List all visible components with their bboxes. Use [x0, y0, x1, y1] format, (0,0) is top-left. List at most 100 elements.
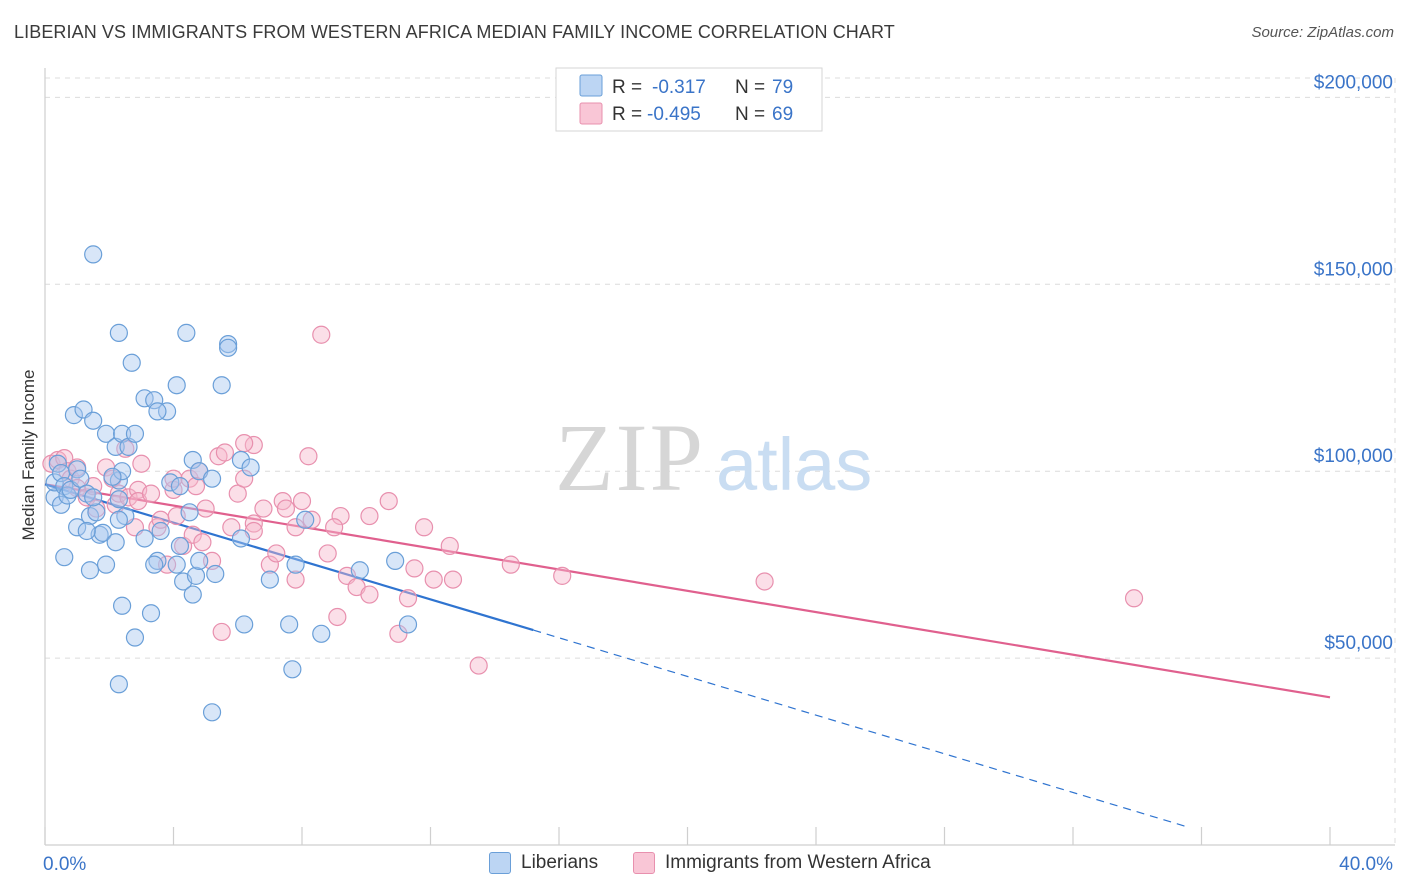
- data-point-liberians: [202, 469, 222, 488]
- data-point-liberians: [206, 564, 225, 584]
- data-point-liberians: [51, 495, 71, 514]
- data-point-immigrants: [1124, 589, 1144, 608]
- y-tick-label: $100,000: [1314, 446, 1393, 467]
- data-point-liberians: [286, 555, 305, 574]
- data-point-liberians: [87, 503, 106, 522]
- data-point-immigrants: [325, 518, 344, 537]
- legend-label-liberians: Liberians: [521, 852, 599, 873]
- data-point-immigrants: [244, 514, 263, 533]
- data-point-immigrants: [212, 622, 231, 642]
- data-point-liberians: [103, 467, 122, 486]
- data-point-liberians: [167, 376, 186, 395]
- x-tick-label: 40.0%: [1339, 854, 1393, 875]
- data-point-liberians: [125, 628, 145, 647]
- data-point-liberians: [190, 551, 209, 571]
- data-point-liberians: [386, 551, 405, 571]
- legend-n-label-1: N =: [735, 77, 765, 98]
- legend-item-liberians[interactable]: Liberians: [489, 852, 598, 874]
- data-point-immigrants: [299, 447, 318, 466]
- legend-n-value-1: 79: [772, 77, 793, 98]
- data-point-liberians: [186, 566, 206, 585]
- legend-n-value-2: 69: [772, 104, 793, 125]
- data-point-liberians: [106, 533, 125, 552]
- legend-r-value-2: -0.495: [647, 104, 701, 125]
- data-point-liberians: [231, 450, 251, 470]
- trend-line-liberians-extension: [533, 629, 1186, 827]
- data-point-immigrants: [183, 525, 202, 544]
- data-point-immigrants: [267, 544, 286, 563]
- data-point-liberians: [84, 245, 103, 264]
- legend-n-label-2: N =: [735, 104, 765, 125]
- data-point-liberians: [161, 473, 180, 492]
- data-point-immigrants: [405, 559, 424, 578]
- legend-item-immigrants[interactable]: Immigrants from Western Africa: [633, 852, 931, 874]
- data-point-liberians: [84, 411, 103, 430]
- data-point-immigrants: [424, 570, 443, 589]
- data-point-immigrants: [360, 585, 379, 604]
- data-point-immigrants: [440, 536, 459, 556]
- data-point-liberians: [84, 488, 103, 507]
- trend-line-liberians: [44, 483, 534, 632]
- zipatlas-watermark: ZIP atlas: [555, 404, 872, 511]
- data-point-immigrants: [414, 518, 434, 537]
- data-point-liberians: [96, 424, 116, 443]
- data-point-immigrants: [228, 484, 247, 503]
- data-point-immigrants: [186, 477, 206, 496]
- data-point-immigrants: [109, 484, 128, 503]
- trend-line-immigrants: [44, 483, 1331, 699]
- data-point-immigrants: [260, 555, 279, 574]
- y-tick-label: $150,000: [1314, 259, 1393, 280]
- data-point-immigrants: [157, 555, 177, 574]
- legend-r-value-1: -0.317: [652, 77, 706, 98]
- legend-swatch-immigrants: [633, 852, 655, 874]
- data-point-liberians: [350, 561, 369, 580]
- data-point-liberians: [180, 503, 199, 522]
- data-point-immigrants: [501, 555, 520, 574]
- data-point-immigrants: [215, 443, 234, 462]
- data-point-liberians: [109, 490, 128, 509]
- data-point-liberians: [280, 615, 299, 634]
- data-point-liberians: [96, 555, 116, 574]
- data-point-liberians: [93, 523, 112, 542]
- data-point-liberians: [45, 473, 64, 492]
- y-tick-label: $50,000: [1324, 633, 1393, 654]
- data-point-liberians: [167, 555, 186, 574]
- data-point-immigrants: [443, 570, 463, 589]
- data-point-liberians: [202, 703, 222, 722]
- data-point-liberians: [151, 521, 170, 541]
- watermark-atlas: atlas: [716, 423, 872, 506]
- data-point-immigrants: [331, 506, 350, 526]
- data-point-liberians: [170, 477, 190, 496]
- trend-lines: [44, 483, 1331, 827]
- data-point-immigrants: [328, 607, 347, 627]
- data-point-liberians: [71, 469, 90, 488]
- data-point-immigrants: [132, 454, 151, 473]
- data-point-immigrants: [141, 484, 161, 503]
- data-point-liberians: [231, 529, 251, 548]
- data-point-liberians: [109, 510, 128, 529]
- data-point-immigrants: [312, 325, 331, 344]
- data-point-immigrants: [254, 499, 273, 518]
- data-point-immigrants: [276, 499, 296, 518]
- data-point-liberians: [157, 402, 177, 421]
- data-point-liberians: [112, 462, 132, 481]
- data-point-liberians: [260, 570, 279, 589]
- data-point-liberians: [183, 450, 202, 470]
- series-legend: Liberians Immigrants from Western Africa: [0, 852, 1406, 878]
- data-point-immigrants: [180, 469, 199, 488]
- data-point-liberians: [170, 536, 190, 556]
- data-point-liberians: [80, 561, 100, 580]
- points-liberians: [45, 245, 418, 722]
- y-axis-label: Median Family Income: [19, 369, 38, 540]
- data-point-liberians: [183, 585, 202, 604]
- data-point-liberians: [235, 615, 254, 634]
- data-point-immigrants: [398, 589, 418, 608]
- data-point-liberians: [145, 391, 164, 410]
- data-point-liberians: [77, 521, 96, 541]
- data-point-immigrants: [196, 499, 215, 518]
- legend-swatch-liberians: [489, 852, 511, 874]
- data-point-immigrants: [755, 572, 774, 591]
- data-point-liberians: [64, 406, 84, 425]
- axes: $50,000 $100,000 $150,000 $200,000 0.0% 40.0%: [43, 68, 1395, 875]
- data-point-liberians: [55, 548, 74, 567]
